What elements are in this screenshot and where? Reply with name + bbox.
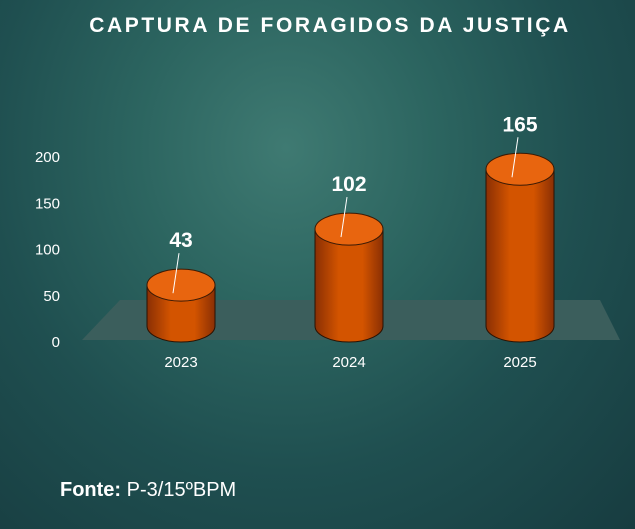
bar-top bbox=[314, 212, 384, 246]
data-label-leader bbox=[172, 253, 180, 294]
data-label: 102 bbox=[331, 173, 366, 196]
bar-top bbox=[485, 152, 555, 186]
source-value: P-3/15ºBPM bbox=[121, 479, 237, 501]
x-tick-label: 2024 bbox=[332, 354, 365, 371]
bar-body bbox=[314, 228, 384, 343]
x-tick-label: 2025 bbox=[503, 354, 536, 371]
y-tick-label: 100 bbox=[35, 242, 60, 259]
bar-body bbox=[485, 168, 555, 343]
bar-series: 43 102 165 bbox=[146, 113, 555, 343]
data-label: 43 bbox=[169, 229, 192, 252]
y-tick-label: 150 bbox=[35, 195, 60, 212]
source-label: Fonte: bbox=[60, 479, 122, 501]
bar-2024: 102 bbox=[314, 173, 384, 343]
x-axis-ticks: 2023 2024 2025 bbox=[164, 354, 536, 371]
data-label-leader bbox=[511, 137, 519, 178]
bar-2025: 165 bbox=[485, 113, 555, 343]
x-tick-label: 2023 bbox=[164, 354, 197, 371]
y-tick-label: 200 bbox=[35, 149, 60, 166]
chart-title: CAPTURA DE FORAGIDOS DA JUSTIÇA bbox=[89, 14, 571, 37]
data-label: 165 bbox=[502, 113, 537, 136]
y-tick-label: 50 bbox=[43, 288, 60, 305]
y-axis-ticks: 0 50 100 150 200 bbox=[35, 149, 60, 351]
data-label-leader bbox=[340, 197, 348, 238]
y-tick-label: 0 bbox=[52, 334, 60, 351]
source-note: Fonte: P-3/15ºBPM bbox=[60, 479, 236, 502]
bar-2023: 43 bbox=[146, 229, 216, 343]
bar-top bbox=[146, 268, 216, 302]
